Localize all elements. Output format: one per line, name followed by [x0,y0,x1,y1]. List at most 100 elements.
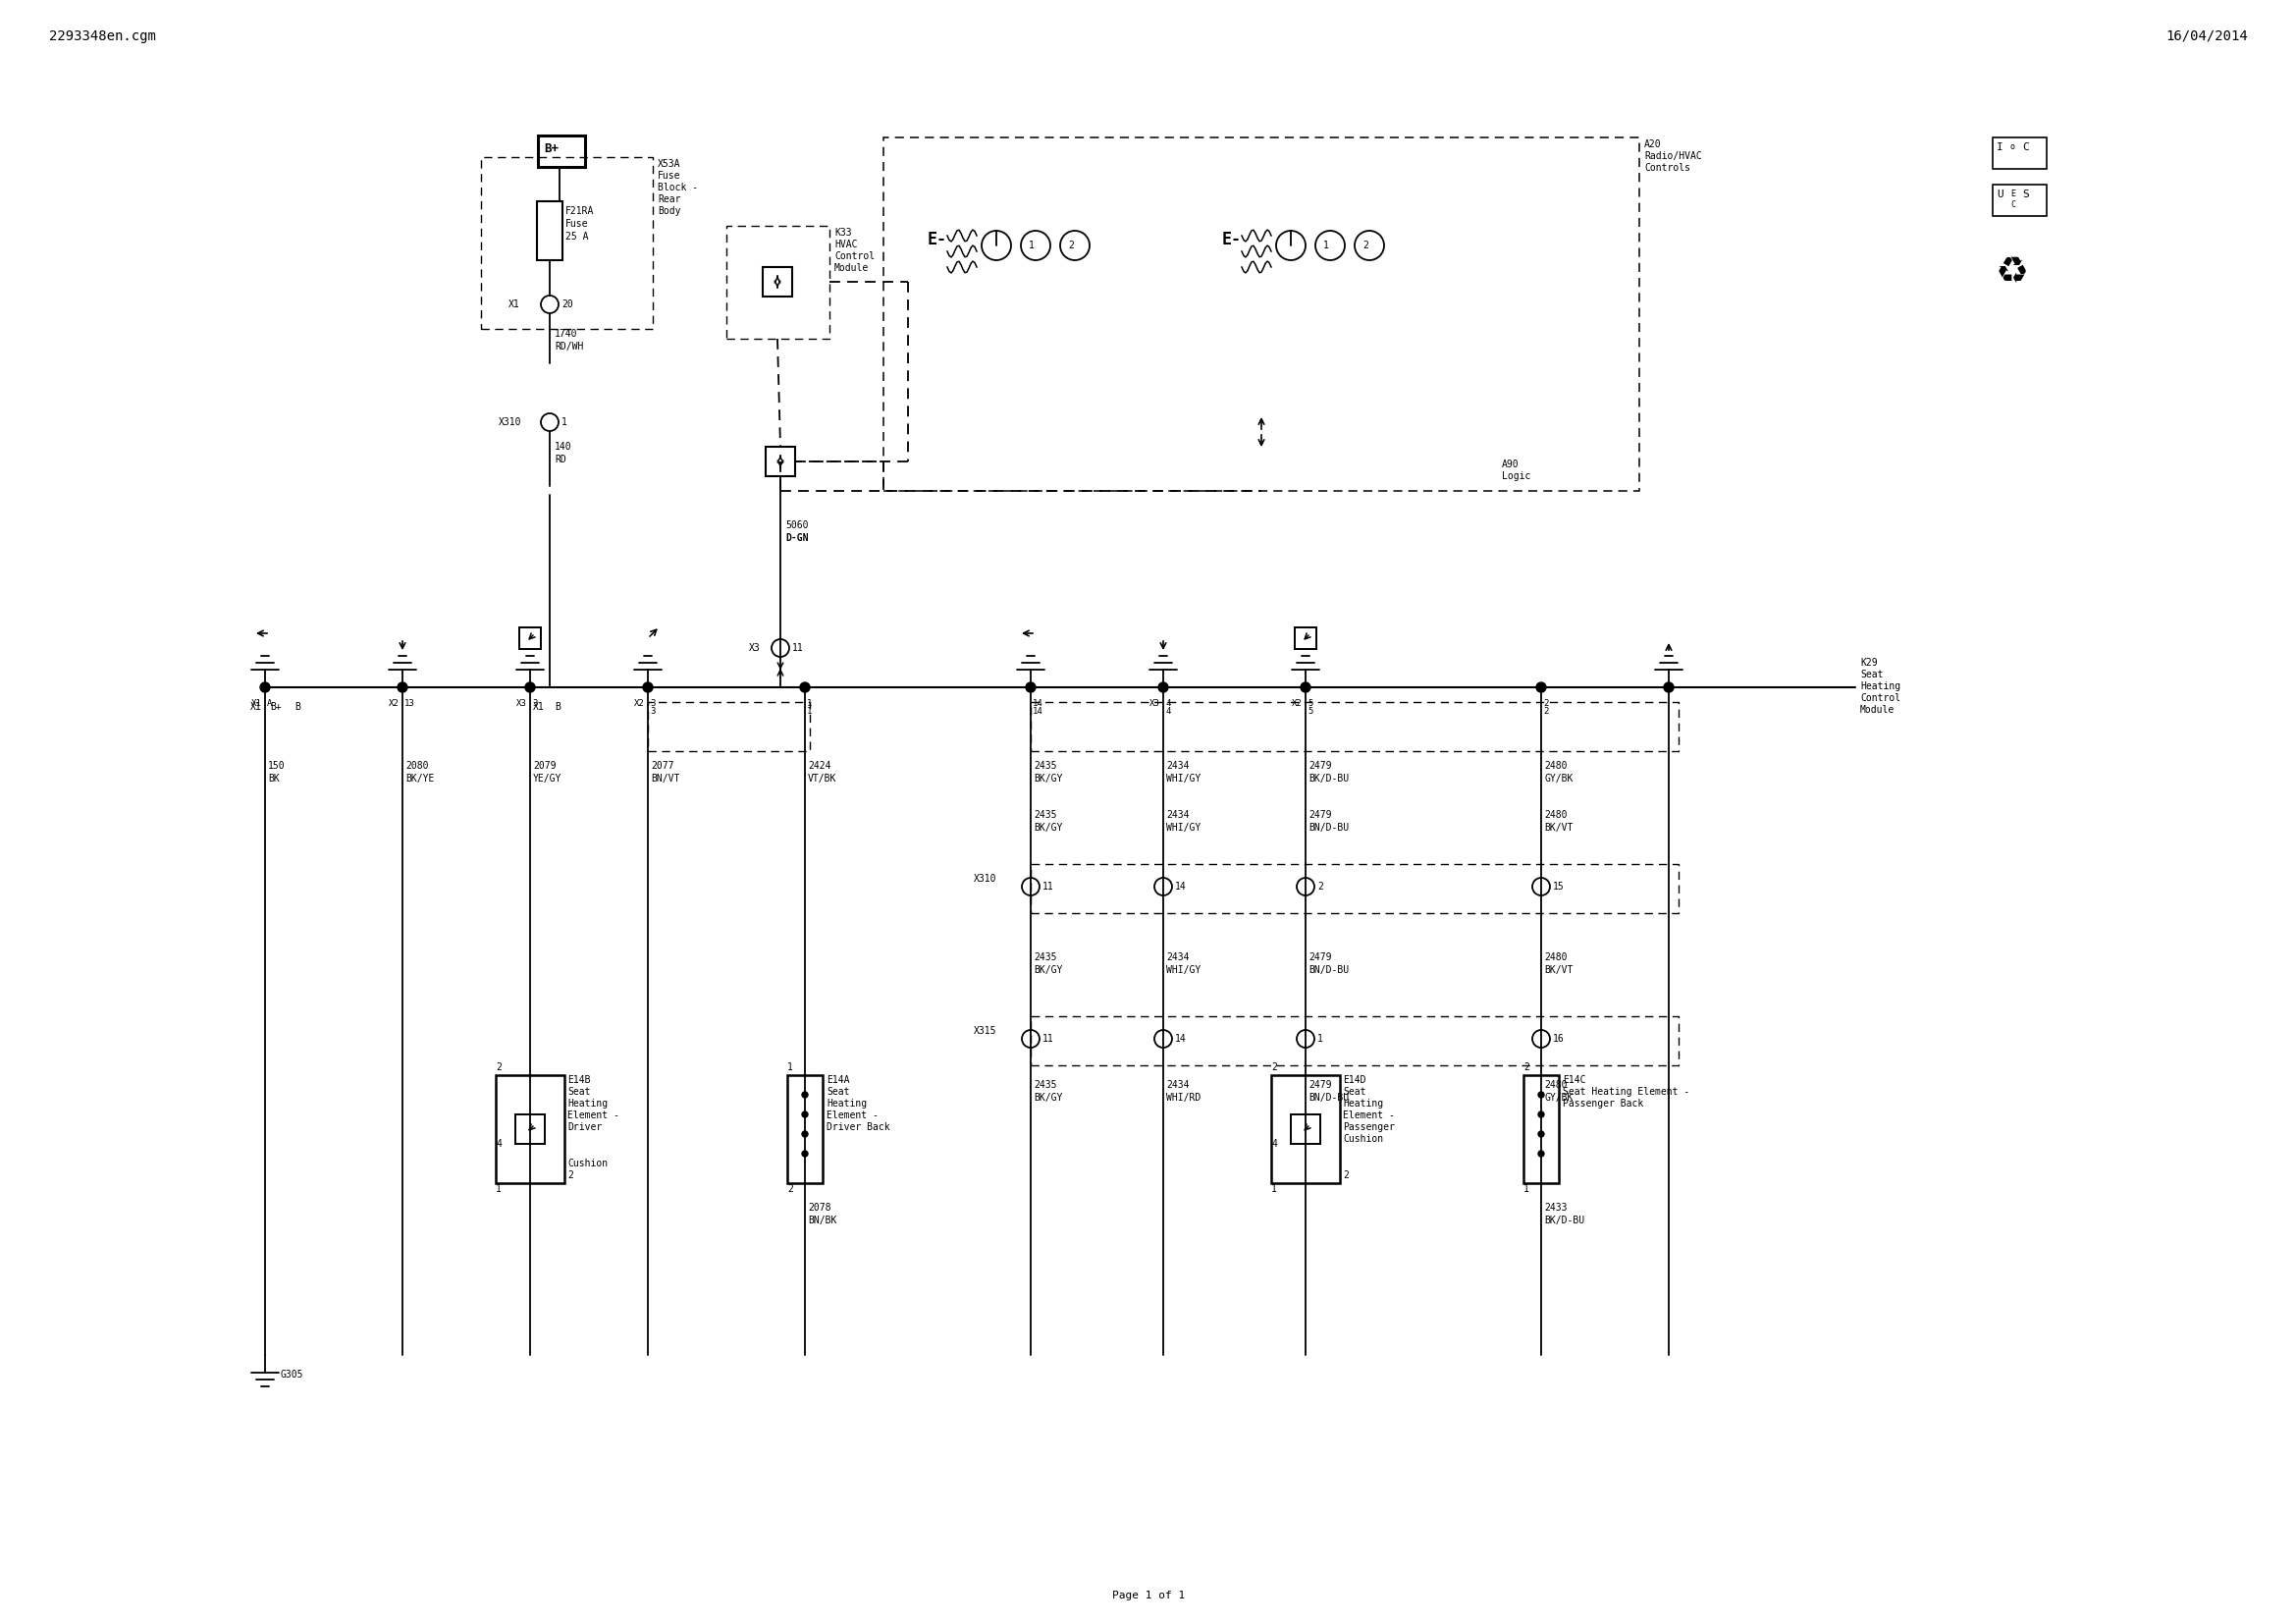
Text: E14C: E14C [1564,1075,1587,1085]
Text: RD/WH: RD/WH [556,341,583,351]
Text: X310: X310 [974,874,996,883]
Bar [788,1075,822,1184]
Circle shape [1536,682,1545,692]
Text: 14: 14 [1033,698,1042,708]
Text: 150: 150 [269,762,285,771]
Text: E14B: E14B [567,1075,590,1085]
Text: X53A: X53A [657,159,680,169]
Text: A90: A90 [1502,460,1520,469]
Text: G305: G305 [280,1369,303,1379]
Text: 2435: 2435 [1033,810,1056,820]
Text: Element -: Element - [1343,1111,1394,1121]
Text: 4: 4 [1164,698,1171,708]
Text: 1: 1 [1029,240,1035,250]
Text: 1: 1 [496,1184,501,1194]
Bar [1295,627,1316,650]
Bar [1290,1114,1320,1143]
Text: 5: 5 [1306,706,1313,716]
Text: X1: X1 [507,299,519,309]
Text: 2079: 2079 [533,762,556,771]
Text: 2435: 2435 [1033,952,1056,963]
Text: C: C [2011,200,2016,209]
Text: U: U [1998,190,2002,200]
Circle shape [801,1091,808,1098]
Text: Control: Control [1860,693,1901,703]
Text: 16: 16 [1552,1034,1564,1044]
Text: 11: 11 [1042,882,1054,892]
Text: BK/D-BU: BK/D-BU [1309,773,1348,783]
Text: X3: X3 [748,643,760,653]
Text: Seat Heating Element -: Seat Heating Element - [1564,1086,1690,1096]
Text: o: o [2011,143,2016,151]
Bar [1031,864,1678,913]
Text: 16/04/2014: 16/04/2014 [2165,29,2248,44]
Text: BN/D-BU: BN/D-BU [1309,823,1348,833]
Bar [519,627,542,650]
Bar [514,1114,544,1143]
Text: X3: X3 [517,698,528,708]
Bar [1993,138,2046,169]
Text: Control: Control [833,252,875,261]
Text: 2: 2 [1525,1062,1529,1072]
Text: 14: 14 [1176,882,1187,892]
Text: 11: 11 [792,643,804,653]
Text: 2479: 2479 [1309,810,1332,820]
Text: 5060: 5060 [785,520,808,529]
Text: 140: 140 [556,442,572,451]
Text: Seat: Seat [827,1086,850,1096]
Text: Heating: Heating [1343,1099,1382,1109]
Text: 2480: 2480 [1545,952,1568,963]
Text: 2479: 2479 [1309,952,1332,963]
Text: 2479: 2479 [1309,762,1332,771]
Text: 4: 4 [1164,706,1171,716]
Text: GY/BK: GY/BK [1545,1093,1573,1103]
Text: BN/BK: BN/BK [808,1215,836,1226]
Text: 20: 20 [563,299,574,309]
Text: X2: X2 [634,698,645,708]
Text: WHI/GY: WHI/GY [1166,823,1201,833]
Text: 1: 1 [1525,1184,1529,1194]
Text: 1: 1 [806,706,813,716]
Text: Passenger Back: Passenger Back [1564,1099,1644,1109]
Text: 2433: 2433 [1545,1203,1568,1213]
Text: 1: 1 [1322,240,1329,250]
Text: BN/D-BU: BN/D-BU [1309,1093,1348,1103]
Text: 2: 2 [1068,240,1075,250]
Circle shape [397,682,406,692]
Text: WHI/GY: WHI/GY [1166,773,1201,783]
Text: 2434: 2434 [1166,1080,1189,1090]
Text: GY/BK: GY/BK [1545,773,1573,783]
Text: X1: X1 [250,702,262,711]
Text: 1: 1 [1272,1184,1277,1194]
Text: Seat: Seat [567,1086,590,1096]
Bar [496,1075,565,1184]
Text: 2: 2 [1543,698,1548,708]
Text: B+: B+ [544,143,558,156]
Text: 2078: 2078 [808,1203,831,1213]
Text: Controls: Controls [1644,162,1690,172]
Text: A20: A20 [1644,140,1662,149]
Bar [726,226,829,339]
Text: BK/GY: BK/GY [1033,823,1063,833]
Text: Module: Module [833,263,868,273]
Text: B: B [556,702,560,711]
Text: BK/VT: BK/VT [1545,823,1573,833]
Circle shape [799,682,810,692]
Text: 2434: 2434 [1166,810,1189,820]
Text: 14: 14 [1033,706,1042,716]
Text: B+: B+ [271,702,282,711]
Text: HVAC: HVAC [833,240,856,250]
Text: Body: Body [657,206,680,216]
Text: 14: 14 [1176,1034,1187,1044]
Text: F21RA: F21RA [565,206,595,216]
Text: K33: K33 [833,227,852,237]
Text: Seat: Seat [1343,1086,1366,1096]
Circle shape [1157,682,1169,692]
Text: X2: X2 [388,698,400,708]
Circle shape [1538,1111,1545,1117]
Circle shape [526,682,535,692]
Circle shape [1538,1130,1545,1137]
Text: Seat: Seat [1860,669,1883,679]
Bar [537,135,585,167]
Text: 2077: 2077 [650,762,675,771]
